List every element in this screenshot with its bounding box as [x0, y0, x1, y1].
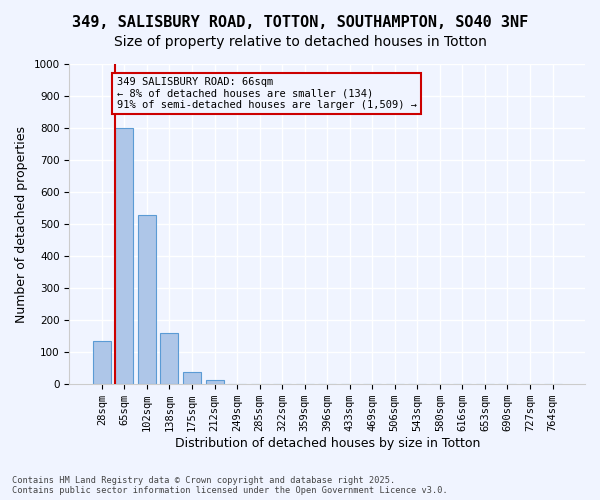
Bar [138, 214, 156, 384]
Bar [183, 372, 201, 384]
X-axis label: Distribution of detached houses by size in Totton: Distribution of detached houses by size … [175, 437, 480, 450]
Bar [115, 128, 133, 384]
Bar [93, 341, 111, 384]
Text: 349 SALISBURY ROAD: 66sqm
← 8% of detached houses are smaller (134)
91% of semi-: 349 SALISBURY ROAD: 66sqm ← 8% of detach… [116, 77, 416, 110]
Text: Size of property relative to detached houses in Totton: Size of property relative to detached ho… [113, 35, 487, 49]
Bar [206, 380, 224, 384]
Text: Contains HM Land Registry data © Crown copyright and database right 2025.
Contai: Contains HM Land Registry data © Crown c… [12, 476, 448, 495]
Bar [160, 333, 178, 384]
Text: 349, SALISBURY ROAD, TOTTON, SOUTHAMPTON, SO40 3NF: 349, SALISBURY ROAD, TOTTON, SOUTHAMPTON… [72, 15, 528, 30]
Y-axis label: Number of detached properties: Number of detached properties [15, 126, 28, 322]
